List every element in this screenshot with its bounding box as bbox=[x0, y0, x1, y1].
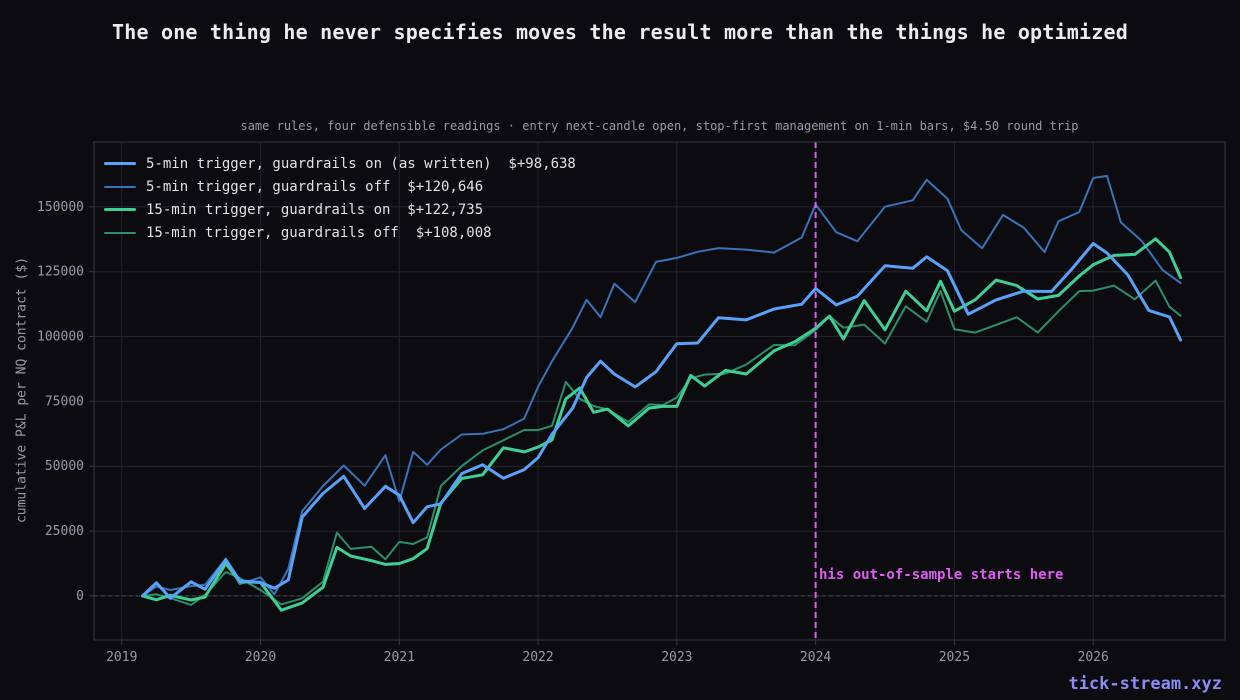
legend-item: 5-min trigger, guardrails on (as written… bbox=[104, 152, 576, 175]
series-lines bbox=[141, 174, 1183, 612]
chart-subtitle: same rules, four defensible readings · e… bbox=[240, 119, 1079, 133]
y-tick-label: 75000 bbox=[45, 394, 84, 409]
legend: 5-min trigger, guardrails on (as written… bbox=[104, 152, 576, 244]
x-tick-label: 2023 bbox=[661, 650, 692, 665]
legend-swatch bbox=[104, 208, 136, 211]
legend-swatch bbox=[104, 231, 136, 234]
legend-item: 5-min trigger, guardrails off $+120,646 bbox=[104, 175, 576, 198]
legend-item: 15-min trigger, guardrails off $+108,008 bbox=[104, 221, 576, 244]
y-axis-label: cumulative P&L per NQ contract ($) bbox=[14, 256, 30, 524]
y-tick-label: 125000 bbox=[37, 265, 84, 280]
y-tick-label: 50000 bbox=[45, 459, 84, 474]
series-line-4 bbox=[141, 279, 1182, 606]
out-of-sample-annotation: his out-of-sample starts here bbox=[819, 567, 1064, 583]
x-tick-label: 2020 bbox=[245, 650, 276, 665]
legend-label: 5-min trigger, guardrails off $+120,646 bbox=[146, 178, 484, 195]
x-tick-label: 2025 bbox=[939, 650, 970, 665]
x-tick-label: 2021 bbox=[384, 650, 415, 665]
y-tick-label: 100000 bbox=[37, 330, 84, 345]
x-tick-label: 2019 bbox=[106, 650, 137, 665]
y-tick-label: 25000 bbox=[45, 524, 84, 539]
chart-title: The one thing he never specifies moves t… bbox=[111, 20, 1128, 44]
x-tick-label: 2024 bbox=[800, 650, 831, 665]
legend-item: 15-min trigger, guardrails on $+122,735 bbox=[104, 198, 576, 221]
series-line-1 bbox=[141, 242, 1183, 600]
series-line-2 bbox=[141, 174, 1182, 597]
watermark-text: tick-stream.xyz bbox=[1068, 674, 1222, 694]
y-tick-label: 150000 bbox=[37, 200, 84, 215]
axes-frame bbox=[93, 141, 1226, 641]
series-line-3 bbox=[141, 237, 1183, 612]
x-tick-label: 2026 bbox=[1078, 650, 1109, 665]
plot-frame bbox=[93, 141, 1226, 641]
y-tick-label: 0 bbox=[76, 589, 84, 604]
x-tick-label: 2022 bbox=[522, 650, 553, 665]
legend-label: 5-min trigger, guardrails on (as written… bbox=[146, 155, 576, 172]
tick-labels: 2019 2020 2021 2022 2023 2024 2025 2026 0 25000 50… bbox=[37, 200, 1109, 665]
legend-label: 15-min trigger, guardrails on $+122,735 bbox=[146, 201, 484, 218]
legend-swatch bbox=[104, 162, 136, 165]
legend-swatch bbox=[104, 185, 136, 188]
legend-label: 15-min trigger, guardrails off $+108,008 bbox=[146, 224, 492, 241]
